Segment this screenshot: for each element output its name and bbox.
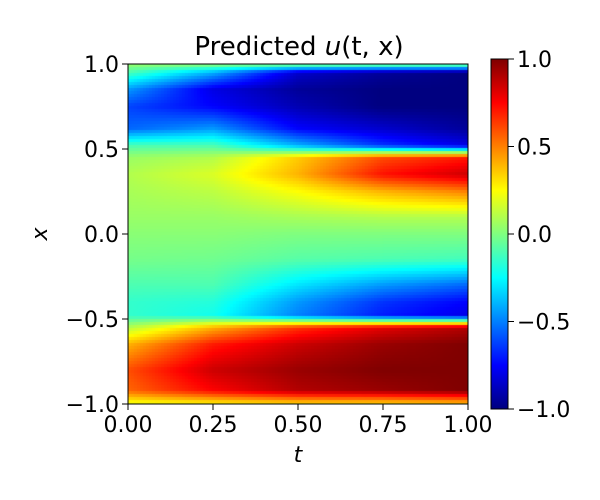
- y-tick-label: 1.0: [84, 53, 119, 78]
- colorbar-tick-label: −0.5: [517, 311, 570, 336]
- colorbar-ticks: −1.0 −0.5 0.0 0.5 1.0: [508, 48, 570, 423]
- colorbar-tick-label: −1.0: [517, 398, 570, 423]
- colorbar-tick-label: 0.5: [517, 136, 552, 161]
- chart-title: Predicted u(t, x): [194, 32, 403, 62]
- y-tick-label: −1.0: [66, 393, 119, 418]
- x-tick-label: 0.00: [104, 413, 153, 438]
- colorbar-tick-label: 1.0: [517, 48, 552, 73]
- axis-ticks: 0.00 0.25 0.50 0.75 1.00 −1.0 −0.5 0.0 0.5 1.0: [66, 53, 493, 438]
- y-axis-label: x: [28, 227, 53, 242]
- colorbar: [490, 58, 509, 410]
- y-tick-label: −0.5: [66, 308, 119, 333]
- x-axis-label: t: [294, 443, 304, 468]
- colorbar-tick-label: 0.0: [517, 223, 552, 248]
- x-tick-label: 0.50: [274, 413, 323, 438]
- x-tick-label: 1.00: [444, 413, 493, 438]
- x-tick-label: 0.75: [359, 413, 408, 438]
- y-tick-label: 0.0: [84, 223, 119, 248]
- y-tick-label: 0.5: [84, 138, 119, 163]
- x-tick-label: 0.25: [189, 413, 238, 438]
- heatmap-image: [128, 64, 468, 404]
